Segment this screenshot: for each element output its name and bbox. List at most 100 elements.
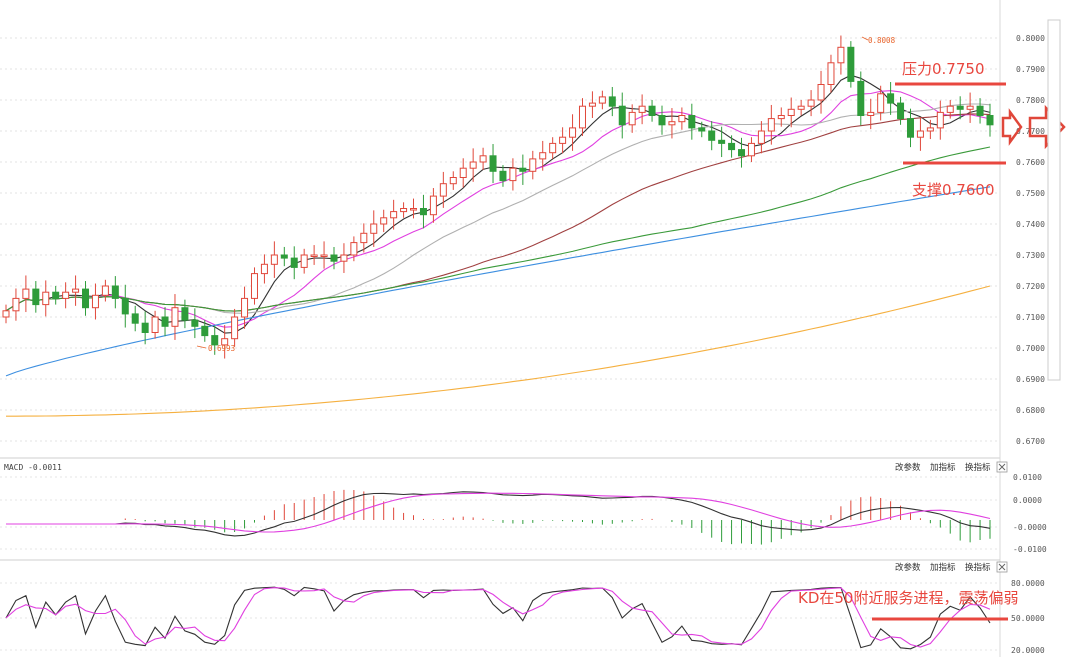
candle-body bbox=[529, 158, 537, 172]
candle-body bbox=[72, 288, 80, 293]
candle-body bbox=[439, 183, 447, 197]
candle-body bbox=[141, 322, 149, 334]
macd-header: MACD -0.0011 bbox=[4, 463, 62, 472]
macd-panel: MACD -0.0011 改参数 加指标 换指标 0.0100 0.0000 -0.… bbox=[0, 461, 1047, 561]
candle-body bbox=[638, 105, 646, 113]
kd-panel: 改参数 加指标 换指标 80.0000 50.0000 20.0000 KD在50附… bbox=[0, 561, 1045, 655]
price-tick-label: 0.6900 bbox=[1016, 375, 1045, 384]
candle-body bbox=[310, 254, 318, 257]
close-icon[interactable] bbox=[996, 461, 1008, 473]
candle-body bbox=[628, 111, 636, 126]
series-line bbox=[6, 491, 991, 537]
series-line bbox=[5, 186, 991, 377]
candle-body bbox=[419, 208, 427, 216]
kd-tick-label: 80.0000 bbox=[1011, 579, 1045, 588]
candle-body bbox=[171, 307, 179, 327]
series-line bbox=[5, 90, 991, 328]
kd-tick-label: 20.0000 bbox=[1011, 646, 1045, 655]
candle-body bbox=[559, 136, 567, 144]
candle-body bbox=[400, 208, 408, 213]
candle-body bbox=[390, 211, 398, 219]
candle-body bbox=[797, 105, 805, 110]
candle-body bbox=[549, 142, 557, 154]
kd-switch-indicator-button[interactable]: 换指标 bbox=[965, 562, 991, 573]
kd-note: KD在50附近服务进程，震荡偏弱 bbox=[798, 589, 1018, 607]
candle-body bbox=[728, 142, 736, 151]
candle-body bbox=[380, 217, 388, 225]
low-tag: 0.6993 bbox=[208, 344, 235, 353]
candle-body bbox=[370, 223, 378, 234]
series-line bbox=[5, 113, 991, 312]
candle-body bbox=[12, 297, 20, 312]
candle-body bbox=[2, 310, 10, 318]
candle-body bbox=[191, 319, 199, 327]
candle-body bbox=[82, 288, 90, 309]
support-label: 支撑0.7600 bbox=[912, 181, 995, 199]
candle-body bbox=[290, 257, 298, 268]
candle-body bbox=[807, 99, 815, 107]
candle-body bbox=[360, 232, 368, 244]
kd-add-indicator-button[interactable]: 加指标 bbox=[930, 562, 956, 573]
macd-edit-params-button[interactable]: 改参数 bbox=[895, 462, 921, 473]
candle-body bbox=[429, 195, 437, 216]
macd-add-indicator-button[interactable]: 加指标 bbox=[930, 462, 956, 473]
candle-body bbox=[280, 254, 288, 259]
series-line bbox=[5, 587, 991, 648]
candle-body bbox=[767, 118, 775, 132]
macd-switch-indicator-button[interactable]: 换指标 bbox=[965, 462, 991, 473]
macd-tick-label: 0.0000 bbox=[1013, 496, 1042, 505]
candle-body bbox=[42, 291, 50, 306]
candle-body bbox=[708, 130, 716, 141]
candle-body bbox=[22, 288, 30, 299]
price-tick-label: 0.7800 bbox=[1016, 96, 1045, 105]
price-tick-label: 0.7500 bbox=[1016, 189, 1045, 198]
candle-body bbox=[738, 149, 746, 157]
candle-body bbox=[270, 254, 278, 265]
series-line bbox=[5, 586, 991, 650]
candle-body bbox=[330, 254, 338, 262]
candle-body bbox=[121, 297, 129, 315]
candle-body bbox=[936, 111, 944, 129]
candle-body bbox=[757, 130, 765, 144]
price-tick-label: 0.6800 bbox=[1016, 406, 1045, 415]
price-tick-label: 0.7300 bbox=[1016, 251, 1045, 260]
candle-body bbox=[250, 273, 258, 299]
candle-body bbox=[91, 294, 99, 309]
kd-edit-params-button[interactable]: 改参数 bbox=[895, 562, 921, 573]
candle-body bbox=[837, 46, 845, 64]
price-tick-label: 0.7000 bbox=[1016, 344, 1045, 353]
candle-body bbox=[211, 335, 219, 346]
candle-body bbox=[608, 96, 616, 107]
candle-body bbox=[787, 108, 795, 117]
candle-body bbox=[578, 105, 586, 129]
candle-body bbox=[469, 161, 477, 169]
candle-body bbox=[320, 254, 328, 257]
close-icon[interactable] bbox=[996, 561, 1008, 573]
price-tick-label: 0.7600 bbox=[1016, 158, 1045, 167]
series-line bbox=[6, 285, 991, 417]
candle-body bbox=[260, 263, 268, 275]
candle-body bbox=[897, 102, 905, 120]
candle-body bbox=[986, 115, 994, 126]
candle-body bbox=[847, 46, 855, 82]
price-panel: 0.80000.79000.78000.77000.76000.75000.74… bbox=[0, 0, 1045, 657]
candle-body bbox=[101, 285, 109, 296]
candle-body bbox=[827, 62, 835, 85]
series-line bbox=[5, 146, 991, 312]
candle-body bbox=[62, 291, 70, 299]
candle-body bbox=[718, 139, 726, 144]
candle-body bbox=[449, 177, 457, 185]
high-tag: 0.8008 bbox=[868, 36, 896, 45]
candle-body bbox=[857, 80, 865, 116]
candle-body bbox=[877, 93, 885, 113]
candle-body bbox=[747, 142, 755, 157]
macd-tick-label: 0.0100 bbox=[1013, 473, 1042, 482]
candle-body bbox=[598, 96, 606, 104]
candle-body bbox=[678, 115, 686, 123]
price-tick-label: 0.7400 bbox=[1016, 220, 1045, 229]
macd-tick-label: -0.0100 bbox=[1013, 545, 1047, 554]
price-tick-label: 0.7900 bbox=[1016, 65, 1045, 74]
candle-body bbox=[350, 242, 358, 256]
candle-body bbox=[509, 167, 517, 182]
